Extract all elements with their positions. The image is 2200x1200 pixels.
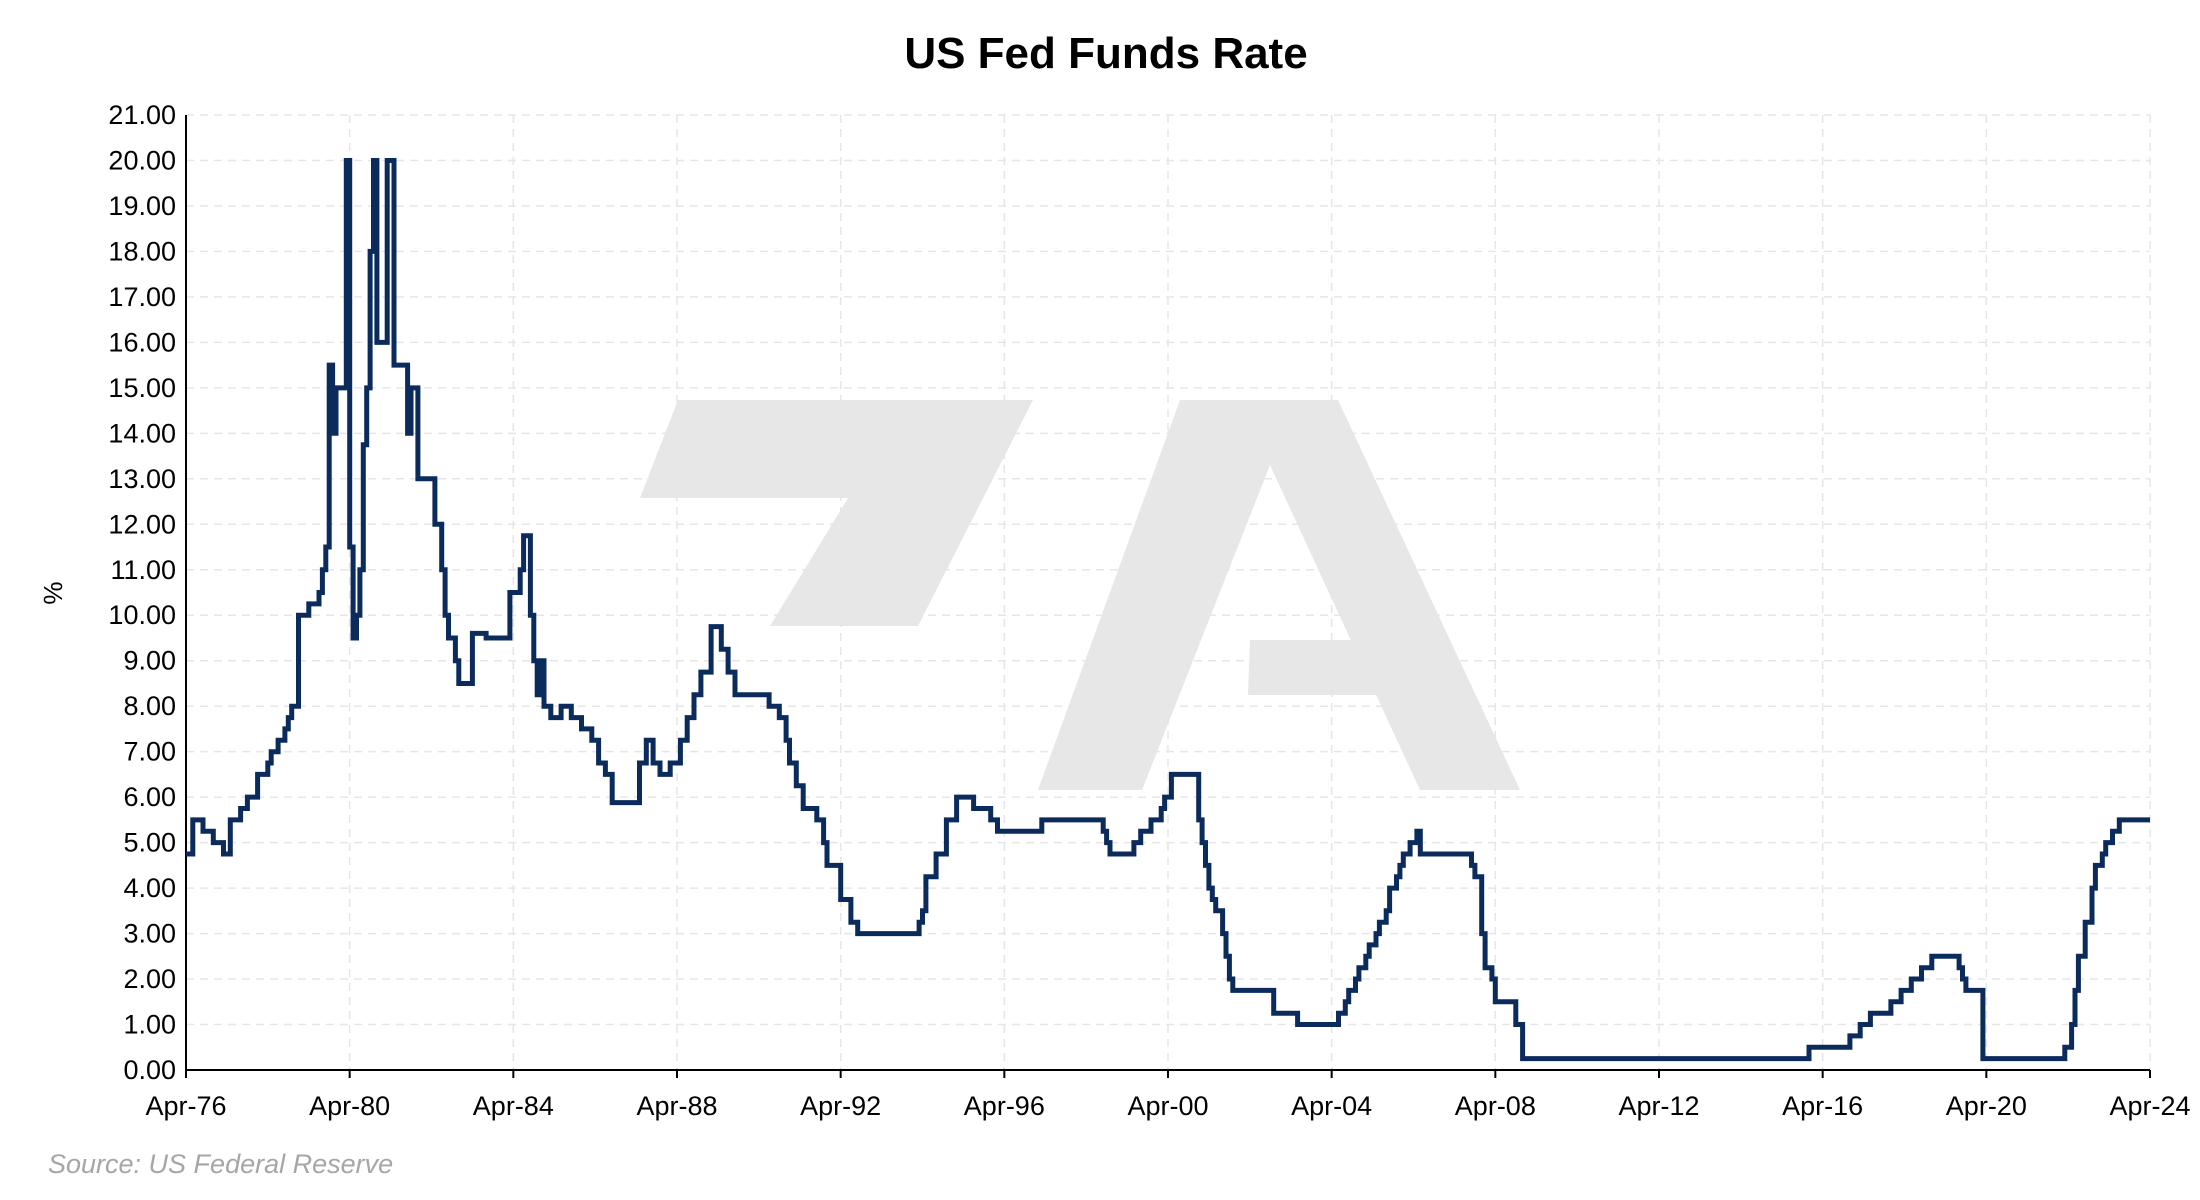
y-tick-label: 2.00 — [123, 964, 176, 994]
x-tick-label: Apr-80 — [309, 1091, 390, 1121]
y-tick-label: 20.00 — [108, 145, 176, 175]
x-tick-label: Apr-04 — [1291, 1091, 1372, 1121]
x-tick-label: Apr-84 — [473, 1091, 554, 1121]
y-tick-label: 17.00 — [108, 282, 176, 312]
x-tick-label: Apr-20 — [1946, 1091, 2027, 1121]
x-tick-label: Apr-76 — [145, 1091, 226, 1121]
y-tick-label: 21.00 — [108, 100, 176, 130]
y-tick-label: 0.00 — [123, 1055, 176, 1085]
y-tick-label: 19.00 — [108, 191, 176, 221]
y-tick-label: 15.00 — [108, 373, 176, 403]
y-tick-label: 6.00 — [123, 782, 176, 812]
x-tick-label: Apr-96 — [964, 1091, 1045, 1121]
y-tick-label: 14.00 — [108, 418, 176, 448]
y-axis-label: % — [38, 581, 68, 604]
x-tick-label: Apr-92 — [800, 1091, 881, 1121]
x-tick-label: Apr-16 — [1782, 1091, 1863, 1121]
source-note: Source: US Federal Reserve — [48, 1149, 393, 1179]
y-tick-label: 12.00 — [108, 509, 176, 539]
fed-funds-rate-line — [186, 158, 2150, 1062]
y-tick-label: 9.00 — [123, 646, 176, 676]
y-tick-label: 11.00 — [110, 555, 176, 585]
x-tick-label: Apr-12 — [1618, 1091, 1699, 1121]
y-tick-label: 8.00 — [123, 691, 176, 721]
y-tick-label: 7.00 — [123, 737, 176, 767]
y-axis-ticks: 0.00 1.00 2.00 3.00 4.00 5.00 6.00 7.00 8.00 9.00… — [108, 100, 176, 1085]
y-tick-label: 13.00 — [108, 464, 176, 494]
y-tick-label: 4.00 — [123, 873, 176, 903]
watermark-logo — [640, 400, 1520, 790]
x-axis-ticks: Apr-76 Apr-80 Apr-84 Apr-88 Apr-92 Apr-96 Apr-… — [145, 1091, 2190, 1121]
y-tick-label: 10.00 — [108, 600, 176, 630]
y-tick-label: 18.00 — [108, 236, 176, 266]
y-tick-label: 1.00 — [123, 1010, 176, 1040]
x-tick-label: Apr-00 — [1127, 1091, 1208, 1121]
axes — [185, 115, 2151, 1078]
x-tick-label: Apr-24 — [2109, 1091, 2190, 1121]
y-tick-label: 16.00 — [108, 327, 176, 357]
y-tick-label: 3.00 — [123, 919, 176, 949]
series-layer — [186, 158, 2150, 1062]
chart-title: US Fed Funds Rate — [904, 29, 1307, 78]
x-tick-label: Apr-08 — [1455, 1091, 1536, 1121]
grid-lines — [186, 114, 2151, 1070]
x-tick-label: Apr-88 — [636, 1091, 717, 1121]
y-tick-label: 5.00 — [123, 828, 176, 858]
